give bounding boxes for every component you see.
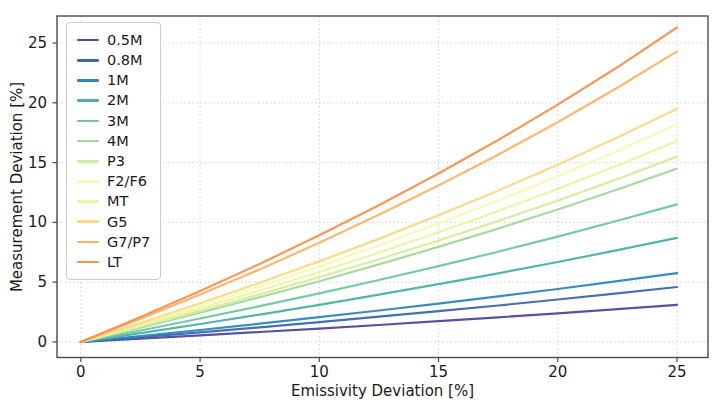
chart-figure: 0 5 10 15 20 25 0 5 10 15 20 25 Measurement Deviati… xyxy=(0,0,720,405)
legend-item: 0.5M xyxy=(77,30,150,50)
legend-item: F2/F6 xyxy=(77,171,150,191)
legend-item: 1M xyxy=(77,70,150,90)
legend-label: P3 xyxy=(107,154,125,169)
y-tick-label: 20 xyxy=(28,94,47,112)
series-line-g7-p7 xyxy=(81,51,677,342)
series-line-3m xyxy=(81,204,677,342)
legend-item: MT xyxy=(77,192,150,212)
legend-label: G7/P7 xyxy=(107,235,150,250)
legend-item: 3M xyxy=(77,111,150,131)
x-tick-label: 15 xyxy=(429,363,448,381)
legend-item: G5 xyxy=(77,212,150,232)
legend: 0.5M 0.8M 1M 2M 3M 4M P3 F2/F6 MT G5 G7/P7 LT xyxy=(66,22,161,280)
series-line-f2-f6 xyxy=(81,124,677,342)
legend-swatch-line xyxy=(77,261,99,264)
legend-swatch-line xyxy=(77,120,99,123)
y-axis-label: Measurement Deviation [%] xyxy=(8,82,26,292)
legend-swatch-line xyxy=(77,241,99,244)
x-tick-label: 10 xyxy=(310,363,329,381)
legend-label: 0.8M xyxy=(107,53,143,68)
legend-item: G7/P7 xyxy=(77,232,150,252)
y-tick-label: 15 xyxy=(28,154,47,172)
legend-label: 2M xyxy=(107,93,129,108)
x-tick-label: 20 xyxy=(548,363,567,381)
legend-swatch-line xyxy=(77,220,99,223)
legend-swatch-line xyxy=(77,59,99,62)
legend-swatch-line xyxy=(77,180,99,183)
legend-swatch-line xyxy=(77,160,99,163)
legend-swatch-line xyxy=(77,200,99,203)
y-tick-label: 25 xyxy=(28,34,47,52)
legend-swatch-line xyxy=(77,79,99,82)
x-tick-label: 5 xyxy=(195,363,205,381)
legend-label: 0.5M xyxy=(107,33,143,48)
legend-label: F2/F6 xyxy=(107,174,147,189)
x-axis-label: Emissivity Deviation [%] xyxy=(57,382,708,400)
legend-swatch-line xyxy=(77,99,99,102)
legend-swatch-line xyxy=(77,140,99,143)
legend-item: 2M xyxy=(77,91,150,111)
legend-label: 1M xyxy=(107,73,129,88)
legend-swatch-line xyxy=(77,39,99,42)
y-tick-label: 10 xyxy=(28,213,47,231)
legend-label: 3M xyxy=(107,114,129,129)
legend-label: LT xyxy=(107,255,122,270)
legend-item: 0.8M xyxy=(77,50,150,70)
legend-item: P3 xyxy=(77,151,150,171)
y-tick-label: 5 xyxy=(37,273,47,291)
x-tick-label: 25 xyxy=(667,363,686,381)
legend-label: 4M xyxy=(107,134,129,149)
legend-item: 4M xyxy=(77,131,150,151)
legend-label: G5 xyxy=(107,215,127,230)
y-tick-label: 0 xyxy=(37,333,47,351)
legend-item: LT xyxy=(77,252,150,272)
x-tick-label: 0 xyxy=(76,363,86,381)
legend-label: MT xyxy=(107,194,128,209)
